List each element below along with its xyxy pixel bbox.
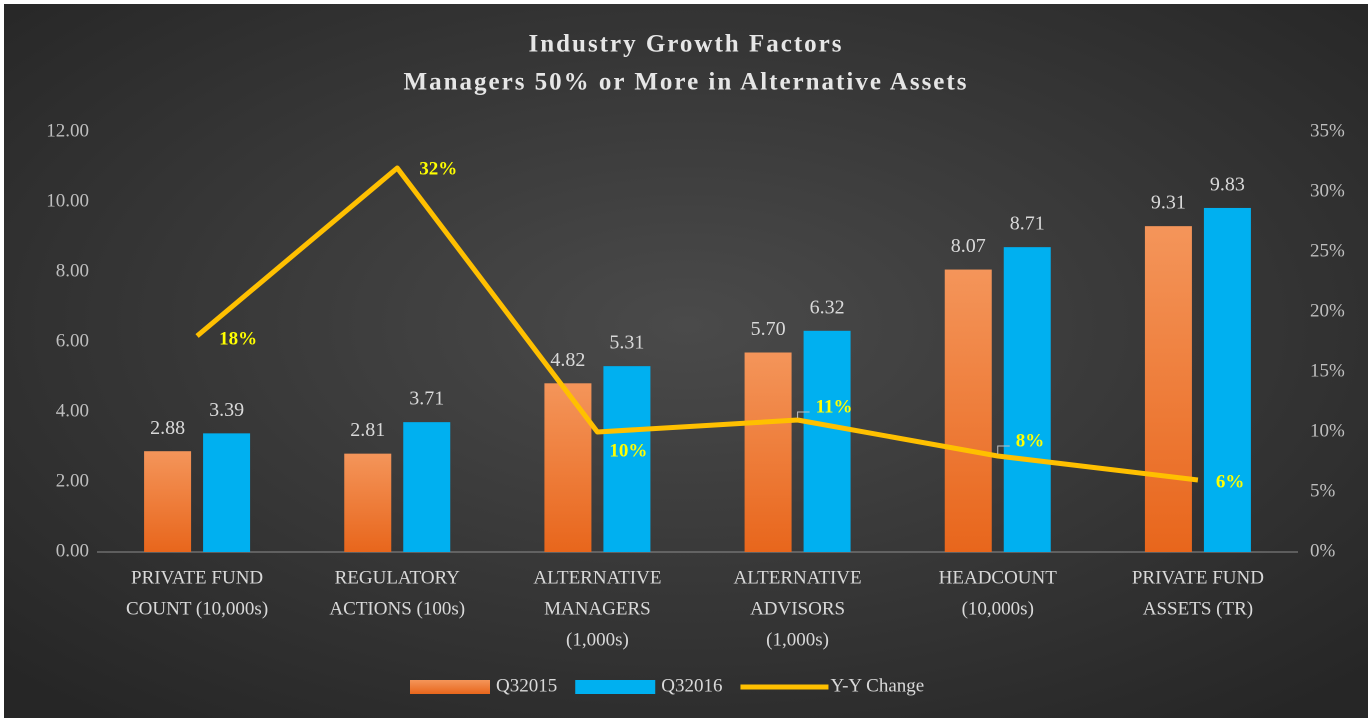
x-tick-label: MANAGERS	[544, 598, 651, 619]
bar-value-label: 6.32	[810, 296, 845, 318]
line-value-label: 11%	[816, 396, 853, 417]
chart-title: Industry Growth Factors	[529, 31, 844, 58]
leader-line	[997, 445, 1010, 454]
bar-value-label: 9.83	[1210, 174, 1245, 196]
legend-swatch	[575, 680, 656, 694]
x-tick-label: PRIVATE FUND	[131, 567, 263, 588]
bar-value-label: 8.07	[951, 235, 986, 257]
chart-subtitle: Managers 50% or More in Alternative Asse…	[404, 69, 969, 96]
x-tick-label: (1,000s)	[766, 629, 829, 650]
bar	[144, 451, 192, 552]
line-value-label: 6%	[1216, 471, 1245, 492]
bar	[403, 422, 451, 552]
x-tick-label: ADVISORS	[750, 598, 845, 619]
bar-value-label: 8.71	[1010, 213, 1045, 235]
x-tick-label: ALTERNATIVE	[533, 567, 661, 588]
chart-background	[4, 4, 1368, 718]
x-tick-label: PRIVATE FUND	[1132, 567, 1264, 588]
y2-tick-label: 5%	[1310, 480, 1336, 501]
bar	[944, 269, 992, 552]
y-tick-label: 0.00	[56, 540, 89, 561]
y2-tick-label: 0%	[1310, 540, 1336, 561]
line-value-label: 10%	[609, 440, 647, 461]
bar	[1203, 207, 1251, 552]
x-tick-label: REGULATORY	[335, 567, 461, 588]
x-tick-label: ASSETS (TR)	[1143, 598, 1253, 619]
y-tick-label: 10.00	[46, 190, 89, 211]
bar-value-label: 2.88	[150, 417, 185, 439]
y2-tick-label: 30%	[1310, 180, 1345, 201]
bar-value-label: 5.31	[609, 332, 644, 354]
y-tick-label: 4.00	[56, 400, 89, 421]
line	[195, 165, 1199, 483]
x-tick-label: ALTERNATIVE	[734, 567, 862, 588]
bar-value-label: 5.70	[751, 318, 786, 340]
bar	[544, 383, 592, 552]
bar	[344, 453, 392, 552]
line-value-label: 18%	[219, 328, 257, 349]
legend-label: Q32016	[661, 675, 722, 696]
x-tick-label: ACTIONS (100s)	[329, 598, 465, 619]
y2-tick-label: 35%	[1310, 120, 1345, 141]
y2-tick-label: 10%	[1310, 420, 1345, 441]
bar	[744, 352, 792, 552]
y2-tick-label: 25%	[1310, 240, 1345, 261]
y-tick-label: 6.00	[56, 330, 89, 351]
y2-tick-label: 15%	[1310, 360, 1345, 381]
x-tick-label: COUNT (10,000s)	[126, 598, 268, 619]
legend-swatch	[410, 680, 490, 694]
y2-tick-label: 20%	[1310, 300, 1345, 321]
line-value-label: 32%	[419, 158, 457, 179]
bar-value-label: 2.81	[350, 419, 385, 441]
line-value-label: 8%	[1016, 430, 1045, 451]
bar	[1144, 226, 1192, 552]
bar	[203, 433, 251, 552]
x-tick-label: (10,000s)	[962, 598, 1034, 619]
x-tick-label: (1,000s)	[566, 629, 629, 650]
bar-value-label: 3.71	[409, 388, 444, 410]
legend-label: Y-Y Change	[830, 675, 924, 696]
bar	[803, 330, 851, 552]
bar-value-label: 3.39	[209, 399, 244, 421]
y-tick-label: 8.00	[56, 260, 89, 281]
bar-value-label: 9.31	[1151, 192, 1186, 214]
bar	[603, 366, 651, 552]
bar	[1003, 247, 1051, 552]
leader-line	[797, 411, 810, 418]
x-tick-label: HEADCOUNT	[939, 567, 1058, 588]
bar-value-label: 4.82	[550, 349, 585, 371]
y-tick-label: 2.00	[56, 470, 89, 491]
legend-label: Q32015	[496, 675, 557, 696]
y-tick-label: 12.00	[46, 120, 89, 141]
